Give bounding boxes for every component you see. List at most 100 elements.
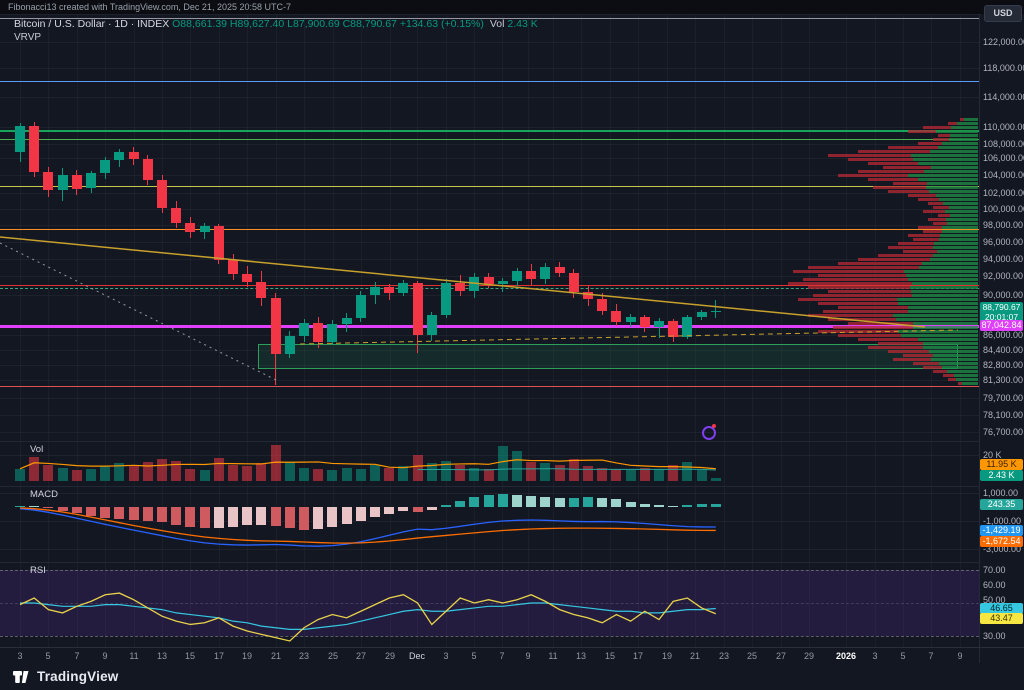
rsi-pane-label[interactable]: RSI [30,565,46,576]
symbol-legend[interactable]: Bitcoin / U.S. Dollar · 1D · INDEX O88,6… [14,18,538,30]
volume-profile-row [943,374,978,377]
volume-profile-row [918,198,978,201]
fib-level-line[interactable] [0,139,979,140]
hot-marker-icon[interactable] [701,424,716,440]
time-tick-label: 5 [471,651,477,661]
candle-body [43,172,54,191]
volume-profile-row [808,314,978,317]
candle-body [710,310,721,312]
volume-profile-down-segment [793,270,904,273]
macd-value-badge: -1,672.54 [980,536,1023,547]
grid-line-vertical [809,14,810,647]
time-tick-label: 5 [45,651,51,661]
grid-line-vertical [724,14,725,647]
macd-histogram-bar [654,505,664,507]
volume-bar [469,467,480,481]
volume-profile-up-segment [918,338,978,341]
pane-separator[interactable] [0,441,979,442]
grid-line-horizontal [0,521,979,522]
rsi-band-line [0,570,979,571]
volume-profile-down-segment [808,286,910,289]
macd-pane-label[interactable]: MACD [30,489,58,500]
volume-profile-row [858,150,978,153]
tradingview-logo[interactable]: TradingView [12,666,118,686]
volume-profile-row [818,274,978,277]
fib-level-line[interactable] [0,81,979,82]
volume-label: Vol [489,18,505,30]
macd-histogram-bar [526,495,537,507]
volume-bar [625,470,636,481]
price-tick-label: 96,000.00 [983,237,1024,247]
grid-line-vertical [638,14,639,647]
price-tick-label: 92,000.00 [983,271,1024,281]
volume-profile-up-segment [896,318,978,321]
time-scale[interactable]: 3 5 7 9 11 13 15 17 19 21 23 25 27 29 Dec 3 5 7 9 11 13 15 17 1… [0,648,1024,663]
volume-profile-up-segment [939,238,978,241]
candle-body [568,272,579,293]
volume-profile-up-segment [937,250,978,253]
volume-profile-up-segment [939,362,978,365]
time-tick-label: 17 [213,651,225,661]
volume-profile-up-segment [912,282,978,285]
volume-profile-down-segment [888,246,933,249]
volume-profile-down-segment [818,302,898,305]
volume-profile-down-segment [798,298,897,301]
volume-value: 2.43 K [507,18,538,30]
volume-profile-row [888,246,978,249]
price-tick-label: 118,000.00 [983,63,1024,73]
tradingview-brand-text: TradingView [37,668,119,684]
drawing-price-badge: 87,042.84 [980,320,1023,331]
volume-profile-up-segment [923,342,978,345]
volume-bar [412,455,423,481]
time-tick-label: 9 [525,651,531,661]
macd-tick-label: -3,000.00 [983,544,1022,554]
volume-bar [228,464,238,481]
fib-level-line[interactable] [0,229,979,230]
fib-level-line[interactable] [0,186,979,187]
volume-bar [639,467,650,481]
fib-level-line[interactable] [0,18,979,19]
candle-body [313,322,324,343]
support-zone-box[interactable] [258,344,958,369]
macd-histogram-bar [171,507,182,525]
macd-histogram-bar [710,503,721,507]
fib-level-line[interactable] [0,386,979,387]
volume-bar [128,464,139,481]
volume-bar [43,464,54,481]
rsi-band-line [0,636,979,637]
pane-separator[interactable] [0,486,979,487]
candle-body [441,282,451,316]
volume-profile-down-segment [918,226,942,229]
candle-body [483,276,494,284]
volume-profile-up-segment [904,270,978,273]
currency-toggle-button[interactable]: USD [984,5,1022,22]
vol-pane-label[interactable]: Vol [30,444,44,455]
indicator-legend-vrvp[interactable]: VRVP [14,32,42,43]
volume-bar [441,460,451,481]
volume-profile-row [908,130,978,133]
volume-profile-down-segment [923,126,951,129]
volume-profile-up-segment [947,222,978,225]
candle-body [654,321,664,328]
grid-line-vertical [474,14,475,647]
volume-bar [384,467,395,481]
price-scale[interactable] [979,14,1024,663]
horizontal-line-drawing[interactable] [0,130,979,132]
volume-profile-down-segment [808,314,893,317]
time-tick-label: 2026 [835,651,857,661]
volume-profile-down-segment [938,134,950,137]
volume-profile-up-segment [947,370,978,373]
macd-histogram-bar [57,507,68,511]
volume-profile-down-segment [808,266,919,269]
candle-body [611,310,622,322]
volume-bar [597,467,608,481]
volume-profile-down-segment [828,318,896,321]
volume-profile-row [793,270,978,273]
volume-profile-row [893,182,978,185]
volume-profile-row [838,306,978,309]
volume-profile-row [868,178,978,181]
pane-separator[interactable] [0,562,979,563]
time-tick-label: 19 [661,651,673,661]
volume-profile-up-segment [918,178,978,181]
macd-histogram-bar [100,507,111,518]
